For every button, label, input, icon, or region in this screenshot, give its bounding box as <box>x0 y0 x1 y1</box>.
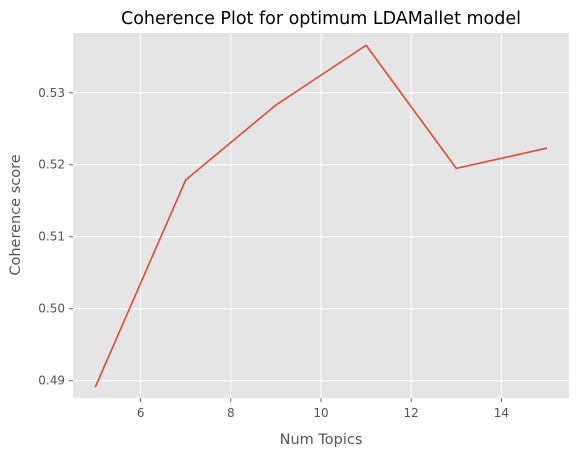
y-gridlines <box>73 92 569 382</box>
chart-title: Coherence Plot for optimum LDAMallet mod… <box>121 9 521 29</box>
y-ticks: 0.49 0.50 0.51 0.52 0.53 <box>38 86 73 388</box>
y-tick-label: 0.52 <box>38 158 65 172</box>
series-group <box>94 44 548 388</box>
data-point <box>365 44 367 47</box>
data-point <box>455 167 458 170</box>
y-tick-label: 0.50 <box>38 302 65 316</box>
x-tick-label: 10 <box>313 406 328 420</box>
x-tick-label: 8 <box>227 406 235 420</box>
x-axis-label: Num Topics <box>280 432 363 448</box>
y-tick-label: 0.49 <box>38 374 65 388</box>
x-tick-label: 14 <box>494 406 509 420</box>
x-gridlines <box>140 33 502 398</box>
y-tick-label: 0.53 <box>38 86 65 100</box>
data-point <box>94 385 97 388</box>
x-tick-label: 6 <box>137 406 145 420</box>
series-line <box>94 44 547 387</box>
x-ticks: 6 8 10 12 14 <box>137 398 509 420</box>
data-point <box>545 147 548 149</box>
data-point <box>275 104 277 106</box>
y-tick-label: 0.51 <box>38 230 65 244</box>
y-axis-label: Coherence score <box>8 154 24 275</box>
x-tick-label: 12 <box>404 406 419 420</box>
data-point <box>184 179 187 181</box>
